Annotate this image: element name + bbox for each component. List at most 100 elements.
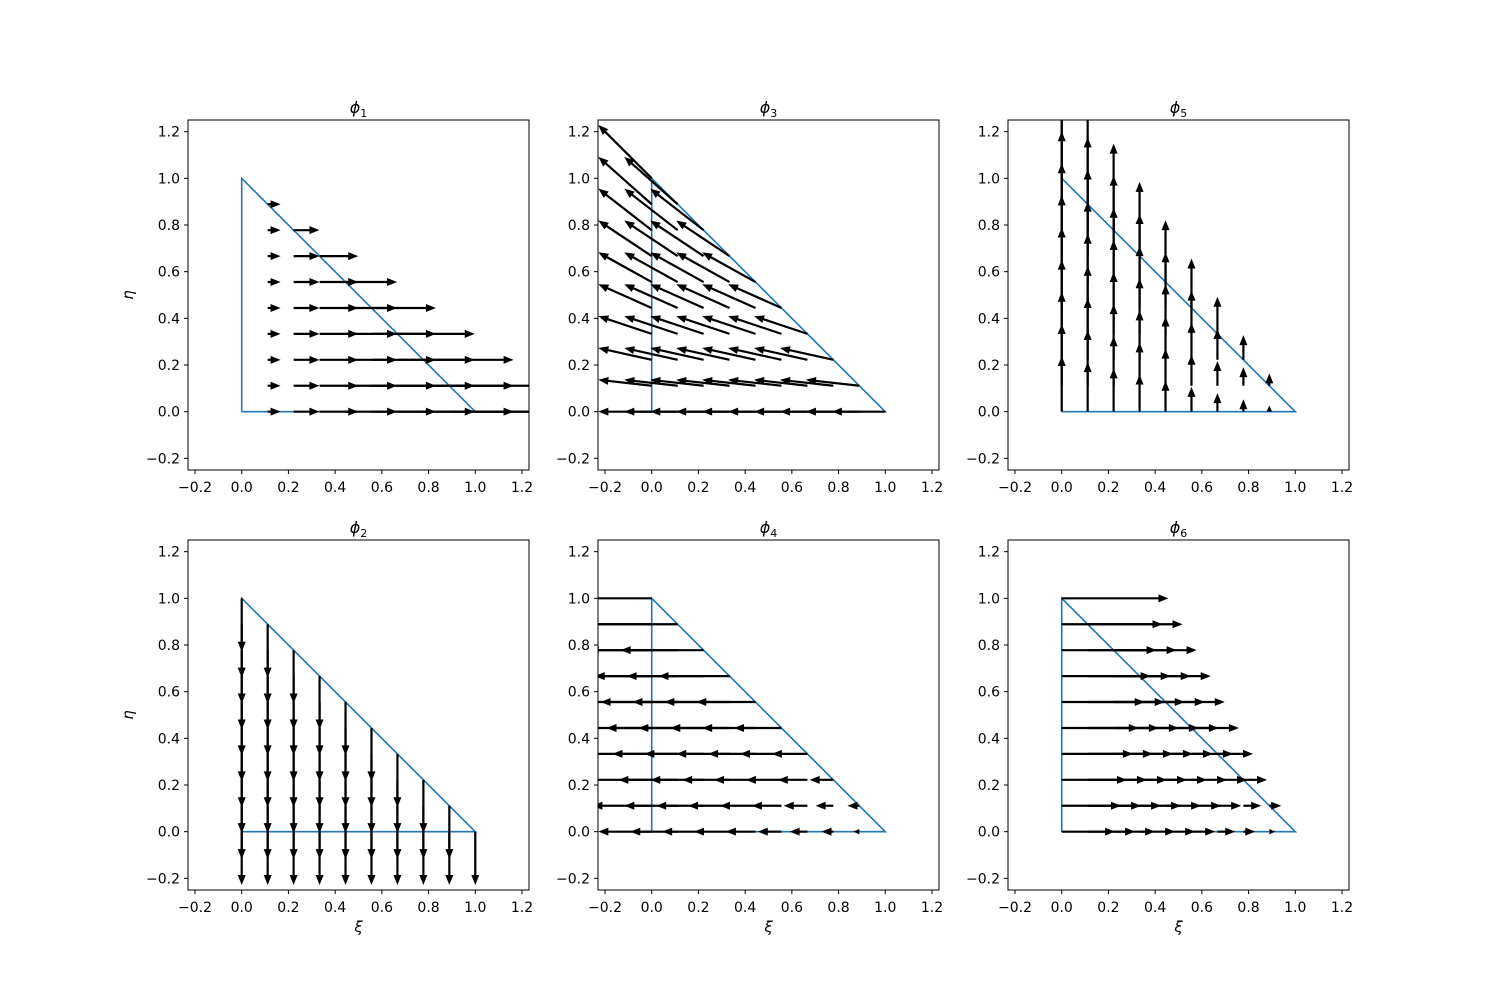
arrow-head (270, 355, 281, 364)
arrow-shaft (630, 193, 679, 232)
arrow-shaft (632, 348, 678, 361)
arrow-head (315, 875, 324, 886)
arrow-shaft (762, 317, 808, 335)
axes-frame (187, 119, 530, 471)
x-tick-label: 0.4 (324, 480, 346, 496)
arrow-shaft (736, 348, 782, 361)
arrow-head (696, 698, 707, 707)
arrow-head (606, 723, 617, 732)
arrow-head (263, 797, 272, 808)
arrow-head (542, 408, 552, 416)
x-tick-label: −0.2 (178, 480, 212, 496)
x-tick-label: 1.2 (1331, 900, 1353, 916)
title-subscript: 1 (360, 107, 367, 120)
arrow-head (1239, 367, 1248, 378)
arrow-head (445, 875, 454, 886)
x-axis-label: ξ (353, 918, 363, 936)
arrow-head (754, 346, 765, 355)
subplot-phi-5: −0.2 0.0 0.2 0.4 0.6 0.8 1.0 1.2 −0.2 0.0 0.2 0.4 0.… (966, 98, 1353, 496)
arrow-head (1158, 594, 1169, 603)
axes-frame (1007, 539, 1350, 891)
arrow-head (393, 875, 402, 886)
arrow-head (263, 667, 272, 678)
y-tick-label: −0.2 (966, 451, 1000, 467)
arrow-head (341, 875, 350, 886)
title-symbol: ϕ (760, 98, 771, 117)
arrow-head (542, 382, 552, 390)
arrow-head (662, 827, 673, 836)
subplot-phi-6: −0.2 0.0 0.2 0.4 0.6 0.8 1.0 1.2 −0.2 0.0 0.2 0.4 0.… (966, 518, 1353, 936)
x-tick-label: 0.6 (371, 480, 393, 496)
x-tick-label: 0.8 (827, 480, 849, 496)
arrow-shaft (736, 317, 782, 335)
y-tick-label: 0.8 (978, 218, 1000, 234)
arrow-head (624, 188, 635, 198)
arrow-shaft (683, 255, 731, 283)
subplot-title: ϕ5 (1170, 98, 1188, 120)
y-tick-label: 1.0 (978, 591, 1000, 607)
arrow-head (289, 849, 298, 860)
arrow-head (757, 827, 768, 836)
x-tick-label: 1.0 (464, 480, 486, 496)
y-tick-label: 0.2 (568, 778, 590, 794)
arrow-head (831, 407, 842, 416)
arrow-head (1135, 181, 1144, 192)
title-subscript: 5 (1180, 107, 1187, 120)
y-tick-label: 0.2 (158, 778, 180, 794)
arrow-head (263, 849, 272, 860)
arrow-head (676, 252, 687, 261)
arrow-head (754, 407, 765, 416)
title-subscript: 6 (1180, 527, 1187, 540)
x-tick-label: 0.4 (1144, 480, 1166, 496)
arrow-head (598, 315, 610, 324)
x-tick-label: 0.6 (371, 900, 393, 916)
arrow-shaft (603, 130, 653, 180)
arrow-head (847, 801, 858, 810)
arrow-head (805, 376, 817, 385)
reference-triangle (240, 176, 478, 413)
arrow-head (309, 252, 320, 261)
y-tick-label: 1.2 (978, 125, 1000, 141)
arrow-shaft (658, 317, 704, 335)
arrow-head (1237, 775, 1248, 784)
arrow-head (315, 823, 324, 834)
arrow-head (598, 124, 609, 135)
arrow-shaft (684, 348, 730, 361)
arrow-shaft (762, 348, 808, 361)
arrow-head (1239, 335, 1248, 346)
y-tick-label: 1.2 (568, 125, 590, 141)
title-symbol: ϕ (760, 518, 771, 537)
arrow-shaft (605, 224, 653, 258)
arrow-head (1245, 827, 1256, 836)
arrow-head (1058, 99, 1066, 109)
arrow-shaft (633, 379, 678, 387)
arrow-head (263, 875, 272, 886)
x-tick-label: 1.2 (511, 480, 533, 496)
axes-frame (597, 539, 940, 891)
arrow-head (263, 745, 272, 756)
subplot-phi-3: −0.2 0.0 0.2 0.4 0.6 0.8 1.0 1.2 −0.2 0.0 0.2 0.4 0.… (556, 98, 943, 496)
arrow-head (624, 284, 636, 292)
y-tick-label: 1.2 (568, 545, 590, 561)
arrow-head (598, 801, 603, 810)
arrow-head (425, 303, 436, 312)
x-tick-label: 0.4 (734, 900, 756, 916)
title-subscript: 3 (770, 107, 777, 120)
arrow-head (367, 823, 376, 834)
arrow-head (728, 346, 739, 355)
arrow-shaft (814, 379, 860, 387)
arrow-head (1269, 828, 1276, 835)
arrow-head (598, 252, 610, 261)
arrow-head (624, 252, 635, 261)
reference-triangle (650, 176, 888, 413)
arrow-head (626, 672, 637, 681)
arrow-head (719, 801, 730, 810)
x-tick-label: 0.0 (1051, 900, 1073, 916)
arrow-head (702, 723, 713, 732)
arrow-head (237, 849, 246, 860)
arrow-head (676, 220, 687, 230)
arrow-head (650, 188, 661, 198)
arrow-head (583, 620, 593, 628)
arrow-head (650, 775, 661, 784)
arrow-head (289, 823, 298, 834)
